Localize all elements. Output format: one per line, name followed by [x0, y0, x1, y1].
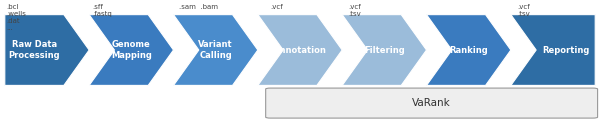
Polygon shape — [5, 15, 89, 85]
Text: Raw Data
Processing: Raw Data Processing — [8, 40, 60, 60]
Text: Variant
Calling: Variant Calling — [199, 40, 233, 60]
Text: Genome
Mapping: Genome Mapping — [111, 40, 152, 60]
Polygon shape — [342, 15, 427, 85]
Text: .vcf
.tsv: .vcf .tsv — [517, 4, 530, 17]
Polygon shape — [173, 15, 258, 85]
Text: .vcf: .vcf — [270, 4, 283, 10]
FancyBboxPatch shape — [266, 88, 598, 118]
Polygon shape — [258, 15, 342, 85]
Text: .bcl
.wells
.dat
...: .bcl .wells .dat ... — [6, 4, 26, 31]
Text: Ranking: Ranking — [449, 46, 488, 55]
Text: .sam  .bam: .sam .bam — [179, 4, 218, 10]
Text: VaRank: VaRank — [412, 98, 451, 108]
Text: .vcf
.tsv: .vcf .tsv — [348, 4, 361, 17]
Polygon shape — [427, 15, 511, 85]
Polygon shape — [89, 15, 173, 85]
Text: Reporting: Reporting — [542, 46, 589, 55]
Text: Annotation: Annotation — [274, 46, 326, 55]
Text: Filtering: Filtering — [364, 46, 405, 55]
Polygon shape — [511, 15, 595, 85]
Text: .sff
.fastq: .sff .fastq — [92, 4, 112, 17]
